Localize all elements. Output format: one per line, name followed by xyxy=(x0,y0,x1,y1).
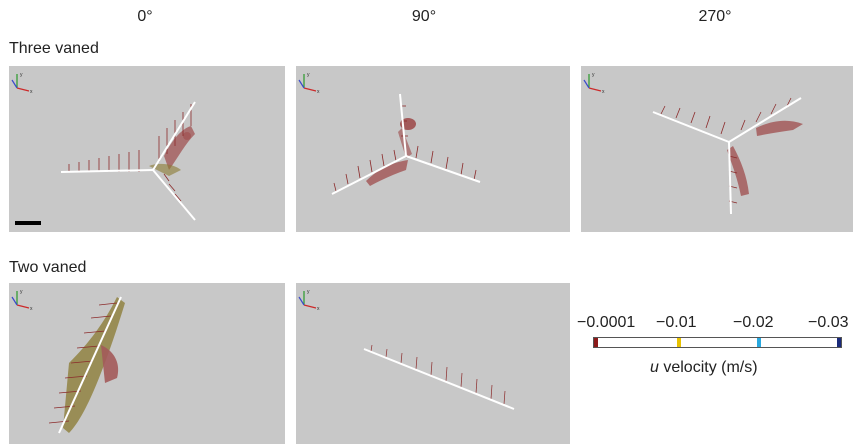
isosurface xyxy=(149,126,195,176)
colorbar-start-swatch xyxy=(594,338,598,347)
panel-two-vaned-0deg: y x xyxy=(9,283,285,444)
colorbar-label: u velocity (m/s) xyxy=(650,359,758,377)
colorbar-tick-2: −0.02 xyxy=(733,314,774,331)
vane-shapes xyxy=(60,101,196,221)
colorbar-tick-0: −0.0001 xyxy=(577,314,636,331)
isosurface xyxy=(63,297,125,433)
colorbar xyxy=(593,337,842,348)
axis-x-label: x xyxy=(317,89,320,95)
velocity-vectors xyxy=(370,344,506,405)
axes-triad-icon: y x xyxy=(298,72,320,95)
vane-shapes xyxy=(652,97,802,215)
axis-y-label: y xyxy=(592,72,595,78)
panel-three-vaned-90deg: y x xyxy=(296,66,570,232)
colorbar-tick-3: −0.03 xyxy=(808,314,849,331)
axis-y-label: y xyxy=(20,72,23,78)
panel-two-vaned-90deg: y x xyxy=(296,283,570,444)
row-header-two-vaned: Two vaned xyxy=(9,259,87,276)
column-header-0deg: 0° xyxy=(137,8,153,25)
axis-x-label: x xyxy=(602,89,605,95)
axes-triad-icon: y x xyxy=(298,289,320,312)
vane-shapes xyxy=(331,93,481,195)
colorbar-tick-1: −0.01 xyxy=(656,314,697,331)
axis-y-label: y xyxy=(307,289,310,295)
axis-x-label: x xyxy=(317,306,320,312)
colorbar-end-swatch xyxy=(837,338,841,347)
vane-shape xyxy=(58,296,122,434)
axis-y-label: y xyxy=(20,289,23,295)
axis-x-label: x xyxy=(30,306,33,312)
colorbar-label-text: velocity (m/s) xyxy=(658,359,758,376)
axes-triad-icon: y x xyxy=(11,289,33,312)
panel-three-vaned-0deg: y x xyxy=(9,66,285,232)
colorbar-mark-1 xyxy=(677,338,681,347)
column-header-270deg: 270° xyxy=(698,8,732,25)
axis-y-label: y xyxy=(307,72,310,78)
colorbar-mark-2 xyxy=(757,338,761,347)
vane-shape xyxy=(363,348,515,410)
column-header-90deg: 90° xyxy=(411,8,437,25)
axis-x-label: x xyxy=(30,89,33,95)
row-header-three-vaned: Three vaned xyxy=(9,40,99,57)
isosurface xyxy=(366,118,416,186)
scale-bar xyxy=(15,221,41,225)
velocity-vectors xyxy=(660,97,792,204)
axes-triad-icon: y x xyxy=(11,72,33,95)
isosurface xyxy=(727,120,803,196)
axes-triad-icon: y x xyxy=(583,72,605,95)
panel-three-vaned-270deg: y x xyxy=(581,66,853,232)
velocity-vectors xyxy=(333,105,477,192)
colorbar-label-variable: u xyxy=(650,359,659,376)
